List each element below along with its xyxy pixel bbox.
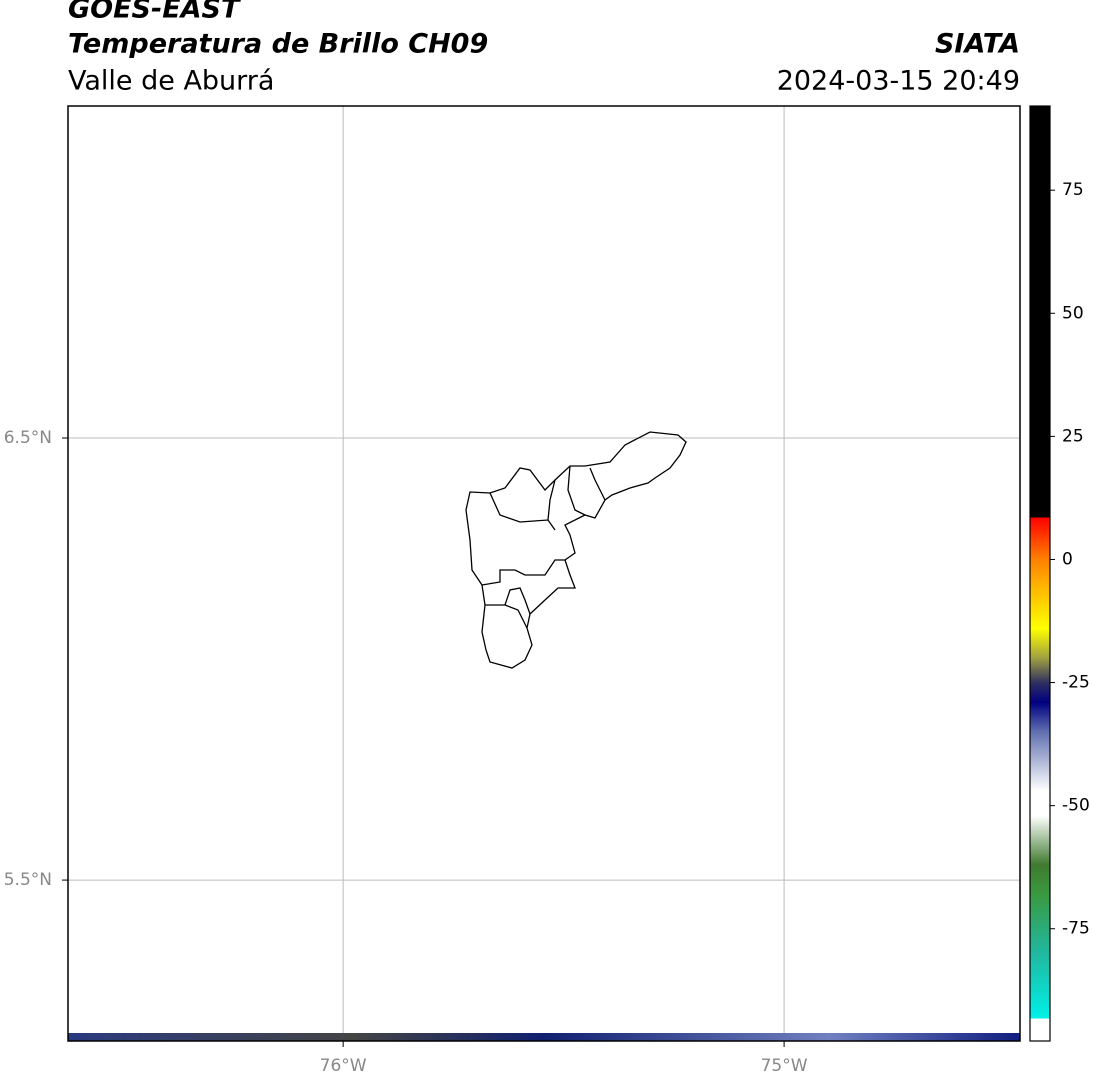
colorbar [1029,105,1051,1042]
y-tick-label: 6.5°N [4,428,52,448]
colorbar-tick-label: -50 [1062,796,1090,816]
boundaries [481,465,606,629]
region: Valle de Aburrá [68,66,274,97]
y-tick-label: 5.5°N [4,870,52,890]
x-tick-label: 76°W [320,1056,367,1076]
colorbar-tick-label: 50 [1062,303,1084,323]
source: SIATA [935,29,1020,60]
grid [68,106,1020,1041]
map-frame [67,105,1021,1042]
colorbar-tick-label: 0 [1062,549,1073,569]
colorbar-tick-label: 75 [1062,180,1084,200]
data-strip [68,1033,1020,1041]
datetime: 2024-03-15 20:49 [777,66,1020,97]
x-tick-label: 75°W [761,1056,808,1076]
colorbar-tick-label: 25 [1062,426,1084,446]
title: GOES-EAST [68,0,242,25]
subtitle: Temperatura de Brillo CH09 [68,29,488,60]
colorbar-tick-label: -75 [1062,919,1090,939]
region-outline [465,431,687,669]
colorbar-tick-label: -25 [1062,673,1090,693]
municipalities [465,431,687,669]
